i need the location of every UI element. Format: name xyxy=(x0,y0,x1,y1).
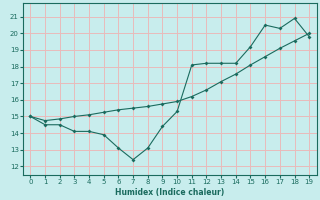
X-axis label: Humidex (Indice chaleur): Humidex (Indice chaleur) xyxy=(115,188,224,197)
